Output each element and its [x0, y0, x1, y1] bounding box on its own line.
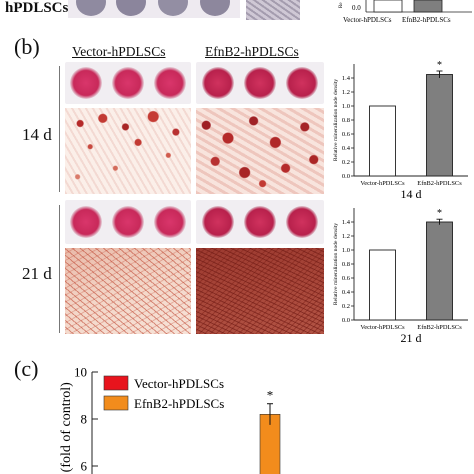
top-axis-tick: 0.0: [352, 4, 361, 12]
y-tick-label: 8: [81, 412, 88, 427]
y-tick-label: 1.2: [342, 233, 350, 240]
top-dish: [158, 0, 188, 16]
culture-dish: [154, 206, 186, 238]
micrograph-vector-21d: [65, 248, 191, 334]
y-tick-label: 0.0: [342, 317, 350, 324]
y-tick-label: 1.4: [342, 75, 351, 82]
culture-dish: [202, 67, 234, 99]
top-micrograph: [246, 0, 300, 20]
significance-marker: *: [437, 60, 442, 71]
significance-marker: *: [437, 208, 442, 219]
y-tick-label: 0.4: [342, 289, 351, 296]
bar: [426, 221, 453, 321]
x-tick-label: EfnB2-hPDLSCs: [417, 180, 462, 187]
micrograph-vector-14d: [65, 108, 191, 194]
top-dish: [200, 0, 230, 16]
legend-label: Vector-hPDLSCs: [134, 376, 224, 391]
culture-dish: [112, 67, 144, 99]
column-heading-efnb2: EfnB2-hPDLSCs: [205, 44, 299, 59]
y-tick-label: 1.0: [342, 247, 350, 254]
culture-dish: [70, 206, 102, 238]
row-label-21d: 21 d: [22, 264, 52, 283]
micrograph-efnb2-21d: [196, 248, 324, 334]
culture-dish: [70, 67, 102, 99]
y-tick-label: 1.0: [342, 103, 350, 110]
x-tick-label: EfnB2-hPDLSCs: [417, 324, 462, 331]
divider-line: [59, 66, 60, 192]
bar: [369, 105, 396, 177]
svg-text:Re: Re: [339, 2, 344, 8]
culture-dish: [244, 206, 276, 238]
legend-label: EfnB2-hPDLSCs: [134, 396, 224, 411]
y-axis-label: on (fold of control): [59, 382, 74, 474]
micrograph-efnb2-14d: [196, 108, 324, 194]
top-row-label: hPDLSCs: [5, 0, 69, 16]
y-tick-label: 0.2: [342, 159, 350, 166]
top-xlabel-vector: Vector-hPDLSCs: [343, 16, 392, 24]
y-tick-label: 0.8: [342, 117, 350, 124]
x-tick-label: Vector-hPDLSCs: [360, 324, 405, 331]
chart-title: 21 d: [401, 331, 422, 345]
dish-row-vector-21d: [65, 200, 191, 244]
column-heading-vector: Vector-hPDLSCs: [72, 44, 166, 59]
dish-row-efnb2-14d: [196, 62, 324, 104]
divider-line: [59, 205, 60, 333]
bar: [426, 74, 453, 177]
culture-dish: [154, 67, 186, 99]
legend-swatch: [103, 375, 129, 391]
chart-title: 14 d: [401, 187, 422, 201]
panel-b-label: (b): [14, 34, 40, 59]
top-mini-chart: 0.0 Vector-hPDLSCs EfnB2-hPDLSCs Re: [339, 0, 472, 24]
panel-c-label: (c): [14, 356, 39, 381]
top-dish: [116, 0, 146, 16]
y-tick-label: 0.6: [342, 131, 351, 138]
culture-dish: [202, 206, 234, 238]
y-tick-label: 10: [74, 365, 87, 380]
top-dish: [76, 0, 106, 16]
top-strip: hPDLSCs 0.0 Vector-hPDLSCs EfnB2-hPDLSCs…: [0, 0, 474, 24]
top-xlabel-efnb2: EfnB2-hPDLSCs: [402, 16, 451, 24]
culture-dish: [112, 206, 144, 238]
y-tick-label: 0.0: [342, 173, 350, 180]
bar-chart-c: 10 8 6 on (fold of control) Vector-hPDLSCs Ef…: [59, 365, 281, 474]
y-tick-label: 0.2: [342, 303, 350, 310]
row-label-14d: 14 d: [22, 125, 52, 144]
y-tick-label: 1.2: [342, 89, 350, 96]
significance-marker: *: [267, 388, 274, 403]
top-dish-strip: [68, 0, 240, 18]
bar: [369, 249, 396, 321]
legend-swatch: [103, 395, 129, 411]
y-tick-label: 0.8: [342, 261, 350, 268]
dish-row-vector-14d: [65, 62, 191, 104]
dish-row-efnb2-21d: [196, 200, 324, 244]
y-tick-label: 0.4: [342, 145, 351, 152]
y-axis-label: Relative mineralization node density: [333, 79, 339, 161]
y-tick-label: 0.6: [342, 275, 351, 282]
x-tick-label: Vector-hPDLSCs: [360, 180, 405, 187]
y-axis-label: Relative mineralization node density: [333, 223, 339, 305]
y-tick-label: 1.4: [342, 219, 351, 226]
culture-dish: [286, 206, 318, 238]
culture-dish: [244, 67, 276, 99]
culture-dish: [286, 67, 318, 99]
y-tick-label: 6: [81, 459, 88, 474]
